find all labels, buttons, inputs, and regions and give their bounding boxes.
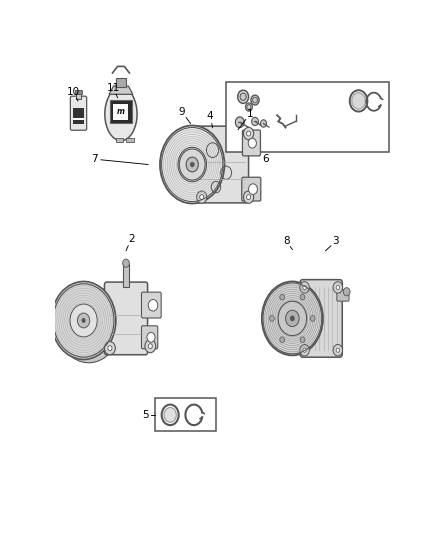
Circle shape <box>240 93 246 101</box>
Circle shape <box>253 97 258 103</box>
Circle shape <box>336 285 339 289</box>
Bar <box>123 264 129 287</box>
Circle shape <box>70 304 97 337</box>
Circle shape <box>290 316 295 321</box>
Circle shape <box>300 294 305 300</box>
Circle shape <box>148 344 152 349</box>
FancyBboxPatch shape <box>242 177 261 201</box>
Circle shape <box>249 184 258 195</box>
Circle shape <box>145 340 156 353</box>
Circle shape <box>251 117 258 126</box>
Text: m: m <box>117 107 125 116</box>
Circle shape <box>248 138 256 148</box>
Circle shape <box>270 316 274 321</box>
Circle shape <box>78 313 90 328</box>
Circle shape <box>247 104 251 109</box>
Circle shape <box>197 191 207 203</box>
FancyBboxPatch shape <box>197 126 249 203</box>
Circle shape <box>333 281 343 293</box>
Circle shape <box>81 318 86 323</box>
Bar <box>110 101 132 123</box>
Bar <box>226 83 389 152</box>
Bar <box>73 108 84 124</box>
Text: 8: 8 <box>283 236 290 246</box>
Circle shape <box>108 346 112 351</box>
Circle shape <box>278 301 307 336</box>
Circle shape <box>350 90 367 111</box>
Circle shape <box>280 337 285 343</box>
Circle shape <box>286 310 299 327</box>
FancyBboxPatch shape <box>71 96 87 130</box>
Circle shape <box>200 195 204 199</box>
Circle shape <box>336 348 339 352</box>
Polygon shape <box>109 86 133 94</box>
Circle shape <box>238 90 249 103</box>
Text: 7: 7 <box>92 154 98 164</box>
Bar <box>75 90 82 94</box>
Circle shape <box>300 281 309 293</box>
FancyBboxPatch shape <box>105 282 148 355</box>
Bar <box>76 93 81 99</box>
Bar <box>155 399 216 431</box>
Circle shape <box>280 294 285 300</box>
Circle shape <box>343 288 350 296</box>
Bar <box>116 77 126 86</box>
Circle shape <box>333 344 343 356</box>
FancyBboxPatch shape <box>243 130 261 156</box>
FancyBboxPatch shape <box>300 280 342 357</box>
Text: 6: 6 <box>262 154 268 164</box>
Circle shape <box>190 162 194 167</box>
Circle shape <box>247 195 251 199</box>
Circle shape <box>246 103 252 111</box>
Ellipse shape <box>105 87 137 141</box>
Circle shape <box>303 348 306 352</box>
Circle shape <box>147 333 155 342</box>
Circle shape <box>123 259 130 268</box>
Circle shape <box>247 131 251 136</box>
FancyBboxPatch shape <box>141 292 161 318</box>
Text: 1: 1 <box>247 109 253 119</box>
Circle shape <box>311 316 315 321</box>
Circle shape <box>244 127 254 140</box>
Bar <box>116 138 124 142</box>
Ellipse shape <box>57 285 121 363</box>
FancyBboxPatch shape <box>337 290 349 301</box>
Circle shape <box>303 285 306 289</box>
Circle shape <box>300 344 309 356</box>
FancyBboxPatch shape <box>141 326 158 349</box>
Text: 4: 4 <box>207 111 214 122</box>
Bar <box>126 138 134 142</box>
Circle shape <box>186 157 198 172</box>
Circle shape <box>262 281 323 356</box>
Circle shape <box>148 300 158 311</box>
Circle shape <box>162 405 179 425</box>
Bar <box>73 118 84 120</box>
Text: 10: 10 <box>67 87 80 97</box>
Ellipse shape <box>51 281 116 359</box>
Circle shape <box>179 149 205 180</box>
Text: 2: 2 <box>128 234 134 244</box>
Circle shape <box>160 126 224 204</box>
Circle shape <box>105 342 115 355</box>
Text: 9: 9 <box>179 107 185 117</box>
Text: 11: 11 <box>106 83 120 93</box>
Bar <box>113 104 128 120</box>
Circle shape <box>352 93 365 109</box>
Circle shape <box>251 95 259 105</box>
Circle shape <box>235 117 244 127</box>
Circle shape <box>164 407 176 422</box>
Circle shape <box>261 120 267 127</box>
Text: 3: 3 <box>332 236 339 246</box>
Circle shape <box>300 337 305 343</box>
Circle shape <box>244 191 254 203</box>
Text: 5: 5 <box>142 410 148 420</box>
